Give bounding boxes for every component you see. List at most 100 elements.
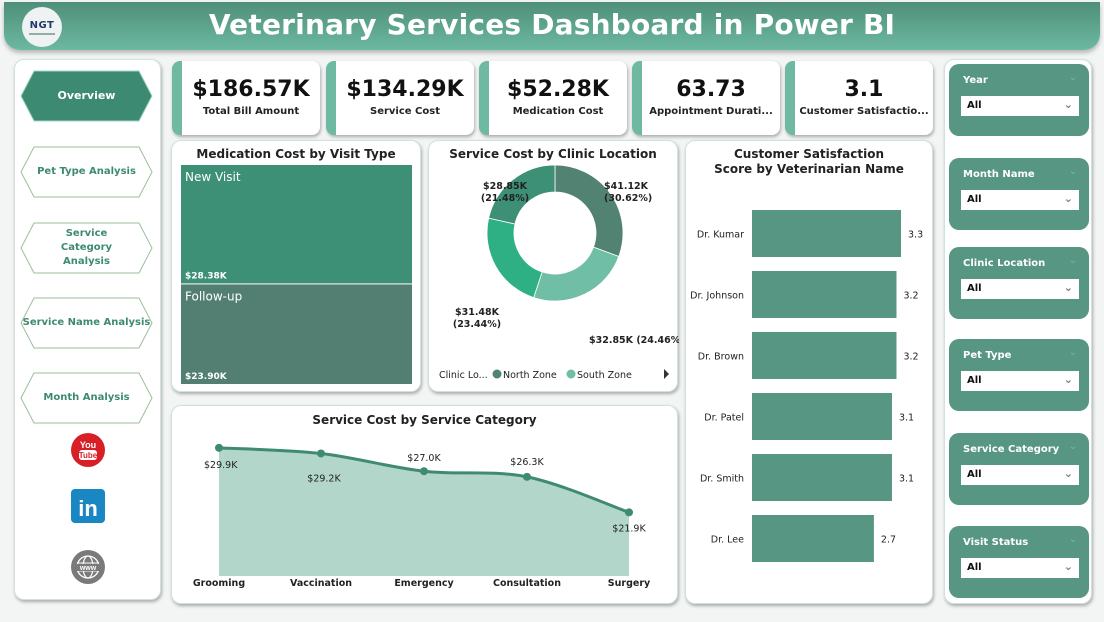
donut-slice[interactable] — [533, 246, 620, 302]
treemap-category-label: Follow-up — [185, 289, 242, 303]
nav-service-name-analysis-button[interactable]: Service Name Analysis — [20, 297, 153, 349]
donut-data-label: $31.48K — [455, 307, 500, 318]
data-point[interactable] — [317, 449, 325, 458]
bar-value-label: 3.2 — [903, 291, 918, 302]
legend-marker — [566, 369, 576, 379]
treemap-value-label: $28.38K — [185, 271, 228, 281]
data-label: $29.2K — [307, 473, 341, 484]
chevron-down-icon[interactable]: ⌄ — [1068, 441, 1077, 452]
bar-category-label: Dr. Johnson — [690, 291, 744, 302]
bar-value-label: 2.7 — [881, 535, 896, 546]
chevron-down-icon: ⌄ — [1063, 560, 1073, 573]
svg-text:in: in — [78, 496, 98, 521]
donut-slice[interactable] — [486, 217, 543, 299]
linkedin-icon[interactable]: in — [71, 489, 105, 523]
slicer-month-name: Month Name ⌄ All ⌄ — [949, 158, 1089, 230]
bar-value-label: 3.3 — [908, 230, 923, 241]
bar-value-label: 3.1 — [899, 413, 914, 424]
x-tick-label: Vaccination — [290, 578, 352, 589]
svg-text:Tube: Tube — [79, 451, 98, 460]
bar[interactable] — [752, 332, 897, 379]
clinic-location-dropdown[interactable]: All ⌄ — [961, 279, 1079, 299]
treemap-chart: New Visit $28.38K Follow-up $23.90K — [181, 165, 412, 384]
bar-category-label: Dr. Brown — [698, 352, 744, 363]
year-dropdown[interactable]: All ⌄ — [961, 96, 1079, 116]
bar[interactable] — [752, 393, 892, 440]
chart-title: Service Cost by Service Category — [312, 413, 537, 427]
donut-slice[interactable] — [488, 164, 556, 225]
filter-panel: Year ⌄ All ⌄ Month Name ⌄ All ⌄ Clinic Loc… — [944, 59, 1092, 604]
data-point[interactable] — [625, 508, 633, 517]
nav-pet-type-analysis-button[interactable]: Pet Type Analysis — [20, 146, 153, 198]
kpi-card-total-bill-amount: $186.57K Total Bill Amount — [172, 61, 320, 135]
nav-month-analysis-button[interactable]: Month Analysis — [20, 372, 153, 424]
treemap-tile[interactable] — [181, 165, 412, 284]
data-label: $29.9K — [204, 460, 238, 471]
svg-text:www: www — [79, 565, 97, 572]
donut-slice[interactable] — [554, 164, 624, 258]
kpi-card-customer-satisfaction: 3.1 Customer Satisfactio... — [785, 61, 933, 135]
donut-percent-label: (30.62%) — [604, 193, 652, 204]
service-cost-area-card: Service Cost by Service Category $29.9K G… — [171, 405, 678, 604]
bar[interactable] — [752, 454, 892, 501]
kpi-card-medication-cost: $52.28K Medication Cost — [479, 61, 627, 135]
chart-title: Service Cost by Clinic Location — [449, 147, 657, 161]
bar-category-label: Dr. Smith — [700, 474, 744, 485]
chevron-down-icon[interactable]: ⌄ — [1068, 255, 1077, 266]
data-label: $27.0K — [407, 453, 441, 464]
donut-data-label: $28.85K — [483, 181, 528, 192]
donut-percent-label: (21.48%) — [481, 193, 529, 204]
area-fill — [219, 447, 629, 576]
chevron-down-icon: ⌄ — [1063, 192, 1073, 205]
treemap-category-label: New Visit — [185, 170, 241, 184]
bar-value-label: 3.1 — [899, 474, 914, 485]
legend-next-arrow-icon[interactable] — [664, 369, 669, 379]
chart-title: Medication Cost by Visit Type — [196, 147, 396, 161]
nav-overview-button[interactable]: Overview — [20, 70, 153, 122]
bar-category-label: Dr. Lee — [711, 535, 744, 546]
bar-category-label: Dr. Patel — [704, 413, 744, 424]
chevron-down-icon[interactable]: ⌄ — [1068, 534, 1077, 545]
month-name-dropdown[interactable]: All ⌄ — [961, 190, 1079, 210]
header-banner: NGT Veterinary Services Dashboard in Pow… — [4, 2, 1100, 50]
legend-entry[interactable]: North Zone — [503, 370, 557, 381]
service-category-dropdown[interactable]: All ⌄ — [961, 465, 1079, 485]
x-tick-label: Grooming — [193, 578, 245, 589]
bar-chart: Dr. Kumar 3.3 Dr. Johnson 3.2 Dr. Brown 3.2 Dr… — [690, 210, 923, 562]
youtube-icon[interactable]: You Tube — [71, 433, 105, 467]
bar[interactable] — [752, 271, 897, 318]
visit-status-dropdown[interactable]: All ⌄ — [961, 558, 1079, 578]
data-label: $26.3K — [510, 457, 544, 468]
chart-title: Customer Satisfaction Score by Veterinar… — [714, 147, 904, 176]
nav-service-category-analysis-button[interactable]: Service Category Analysis — [20, 222, 153, 274]
data-point[interactable] — [523, 472, 531, 481]
pet-type-dropdown[interactable]: All ⌄ — [961, 371, 1079, 391]
legend-title: Clinic Lo... — [439, 370, 488, 381]
satisfaction-bar-card: Customer Satisfaction Score by Veterinar… — [685, 140, 933, 604]
donut-chart: $41.12K(30.62%)$32.85K (24.46%)$31.48K(2… — [439, 164, 679, 381]
chevron-down-icon[interactable]: ⌄ — [1068, 72, 1077, 83]
x-tick-label: Surgery — [608, 578, 651, 589]
data-point[interactable] — [420, 467, 428, 476]
website-globe-icon[interactable]: www — [71, 550, 105, 584]
x-tick-label: Emergency — [394, 578, 454, 589]
service-cost-donut-card: Service Cost by Clinic Location $41.12K(… — [428, 140, 679, 392]
bar[interactable] — [752, 515, 874, 562]
chevron-down-icon[interactable]: ⌄ — [1068, 166, 1077, 177]
chevron-down-icon[interactable]: ⌄ — [1068, 347, 1077, 358]
data-label: $21.9K — [612, 523, 646, 534]
legend-entry[interactable]: South Zone — [577, 370, 632, 381]
treemap-tile[interactable] — [181, 284, 412, 384]
bar-value-label: 3.2 — [903, 352, 918, 363]
slicer-year: Year ⌄ All ⌄ — [949, 64, 1089, 136]
slicer-clinic-location: Clinic Location ⌄ All ⌄ — [949, 247, 1089, 319]
slicer-pet-type: Pet Type ⌄ All ⌄ — [949, 339, 1089, 411]
data-point[interactable] — [215, 443, 223, 452]
donut-data-label: $32.85K (24.46%) — [589, 335, 679, 346]
medication-cost-treemap-card: Medication Cost by Visit Type New Visit $… — [171, 140, 421, 392]
x-tick-label: Consultation — [493, 578, 561, 589]
treemap-value-label: $23.90K — [185, 372, 228, 382]
legend-marker — [492, 369, 502, 379]
bar[interactable] — [752, 210, 901, 257]
company-logo: NGT — [22, 7, 62, 47]
